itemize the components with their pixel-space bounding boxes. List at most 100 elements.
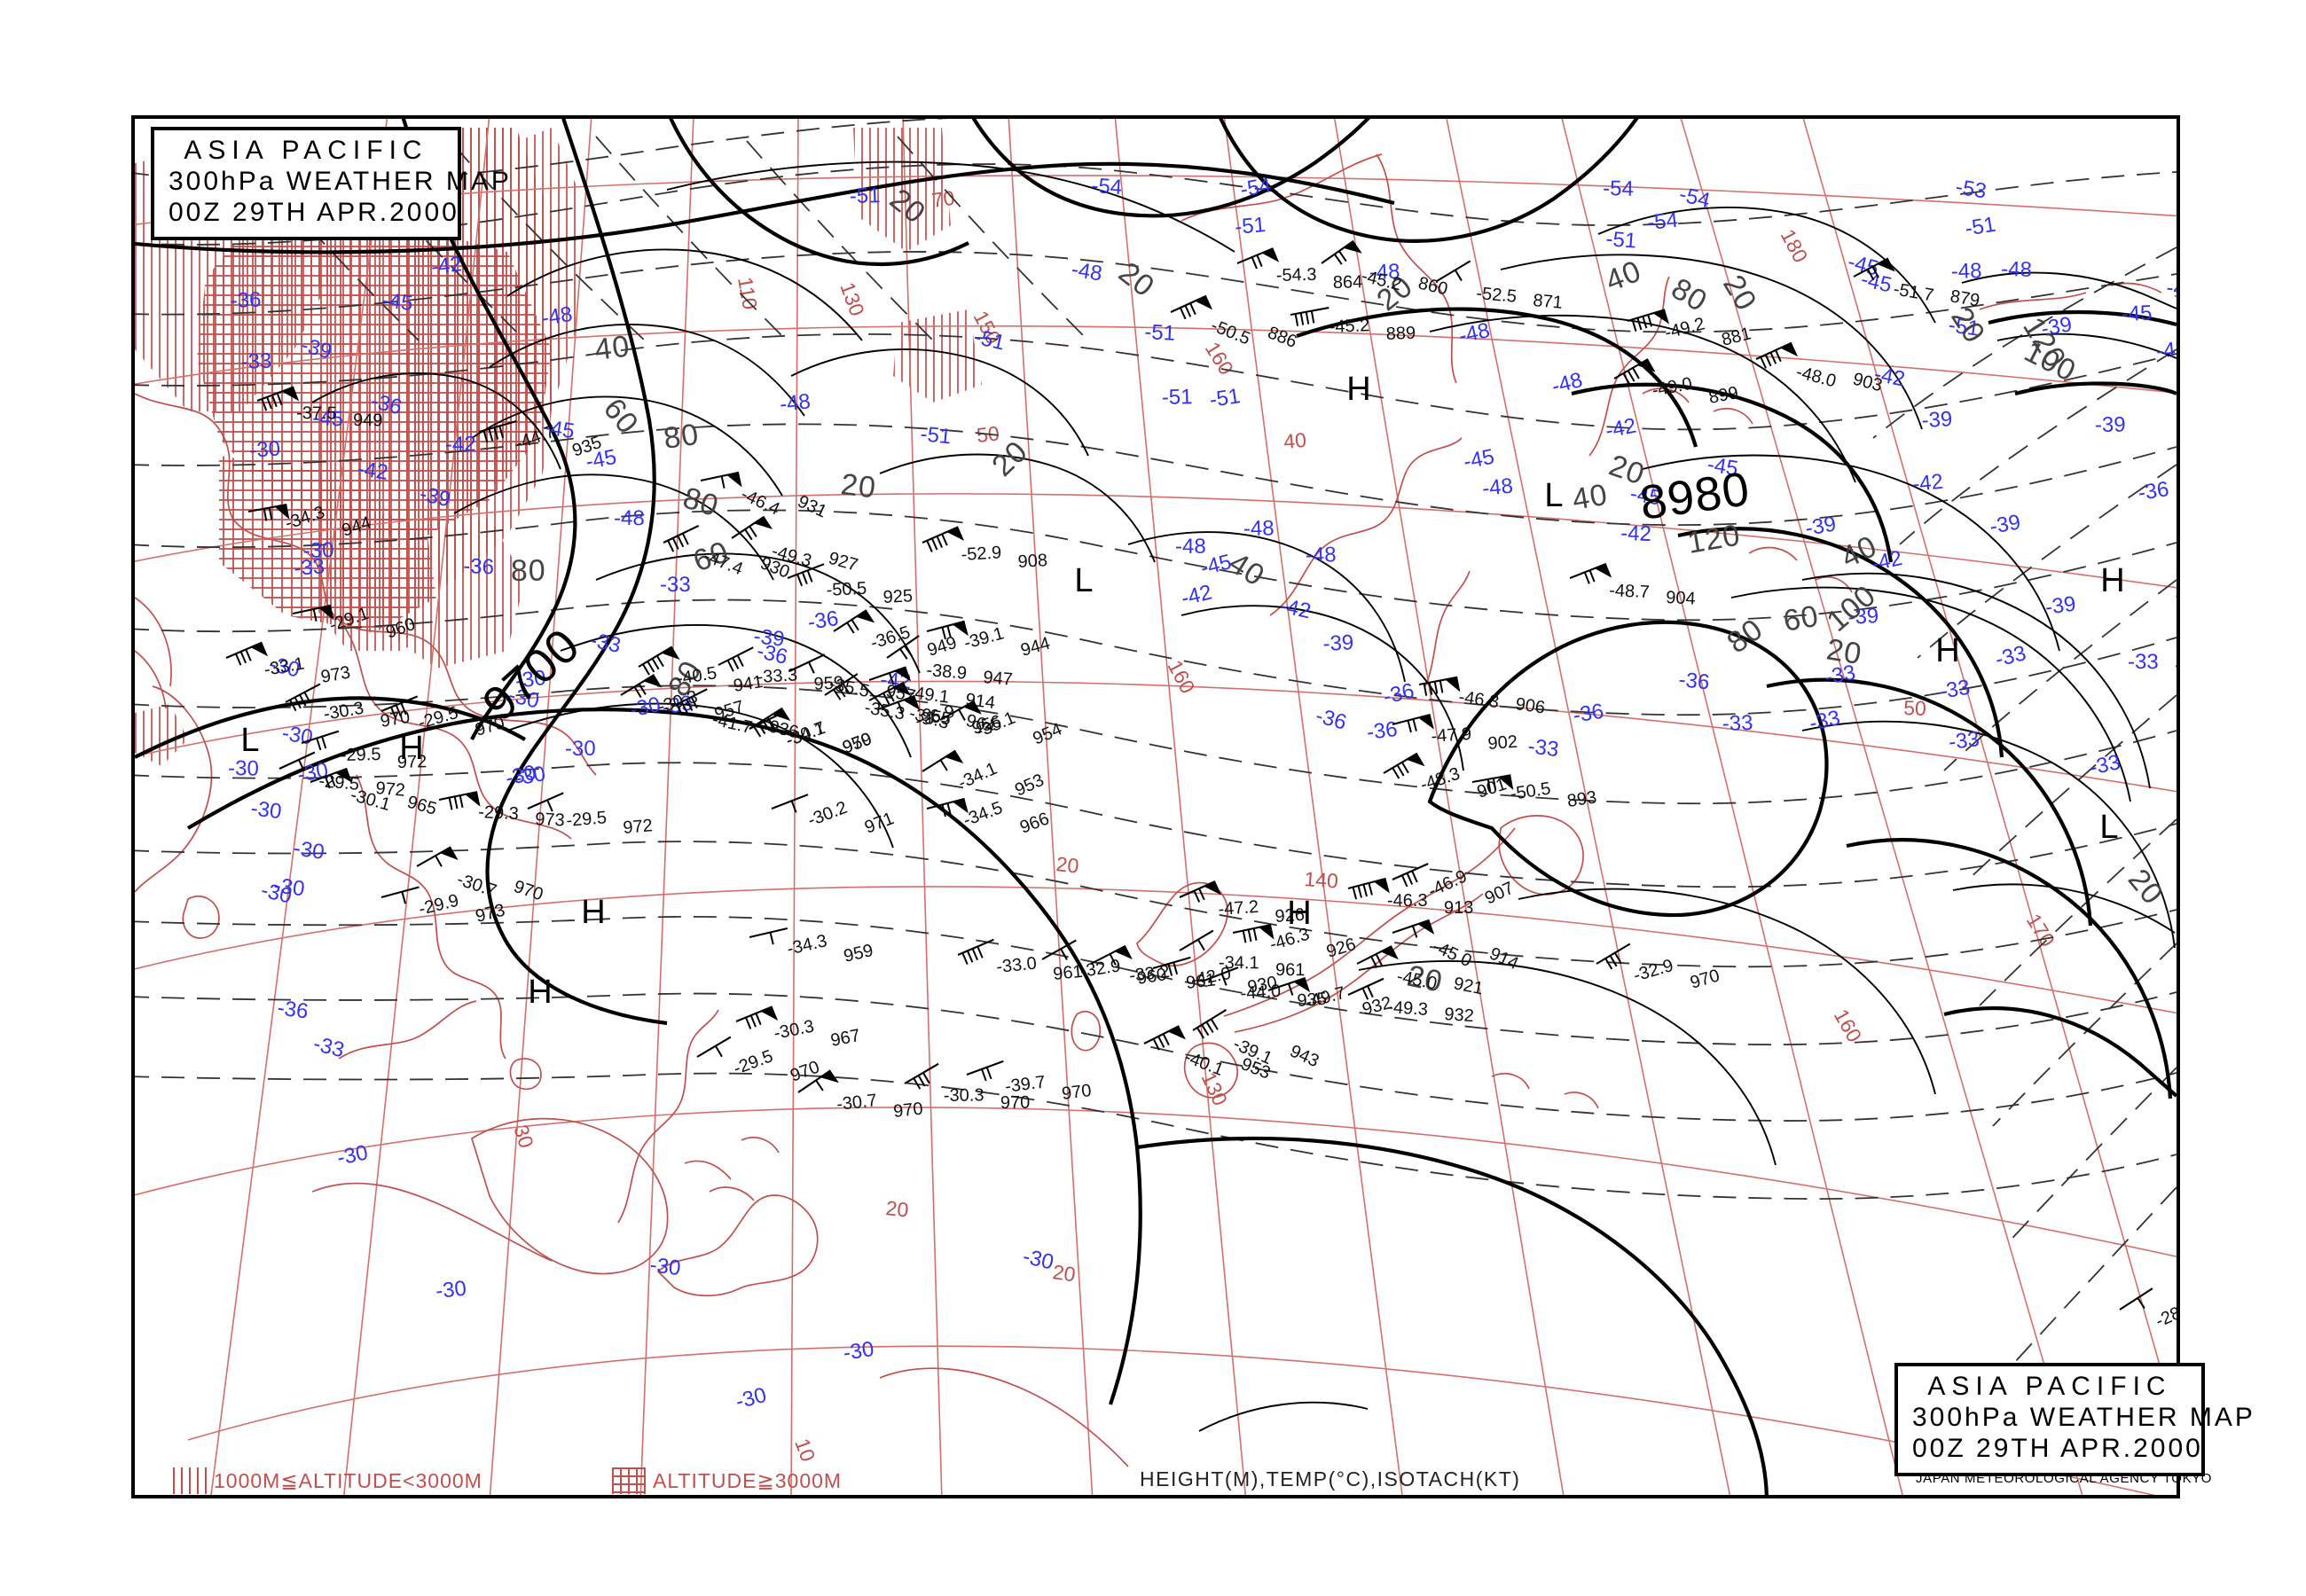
meridian-150 [1223,119,1403,1495]
isotherm-line [1979,818,2177,1006]
pressure-center-layer: HLHHLLLHHHHL [240,371,2124,1011]
isotherm-label: -39 [2095,413,2126,437]
wind-barb-feather [325,776,331,789]
station-height: 889 [1385,324,1416,344]
high-center-marker: H [1346,371,1370,408]
wind-barb-feather [946,625,952,638]
high-center-marker: H [581,894,605,931]
wind-barb-pennant [963,700,982,715]
isotherm-line [1992,943,2177,1127]
wind-barb-shaft [1471,774,1511,784]
wind-barb-feather [686,699,694,711]
wind-barb-shaft [718,646,754,666]
station-temperature: -34.1 [1219,953,1259,973]
map-frame: 70 110 130 150 160 180 50 40 180 160 140… [131,115,2180,1498]
vertical-hatch-swatch-icon [173,1467,207,1494]
wind-barb-feather [967,950,974,963]
isotherm-line [897,136,1085,337]
wind-barb-feather [1338,250,1347,262]
isotherm-label: -30 [292,836,326,864]
height-contour [401,119,577,740]
isotach-label: 40 [592,329,631,367]
wind-barb-feather [239,651,247,664]
wind-barb-pennant [753,516,773,529]
wind-barb-feather [806,569,813,583]
legend-altitude-high: ALTITUDE≧3000M [612,1467,842,1494]
wind-barb-shaft [886,635,920,659]
meridian-130 [1008,119,1094,1495]
station-plot: -29.5 972 [527,792,654,838]
wind-barb-feather [882,692,890,705]
wind-barb-shaft [1152,956,1191,970]
wind-barb-shaft [1267,977,1306,991]
isotach-line [506,702,894,849]
wind-barb-feather [1352,887,1358,900]
station-height: 960 [1135,965,1167,989]
isotherm-label: -30 [228,756,259,781]
station-temperature: -50.5 [826,579,867,600]
station-temperature: -37.5 [296,403,337,424]
isotach-label: 80 [511,554,546,588]
meridian-100 [639,119,694,1495]
wind-barb-shaft [787,563,825,579]
wind-barb-feather [1220,973,1228,986]
parallel-0 [187,1345,2156,1495]
station-plot: -49.3 932 [1347,977,1474,1026]
isotherm-line [135,119,1110,184]
station-temperature: -44.0 [1240,982,1282,1004]
graticule-label: 110 [733,275,762,311]
station-height: 906 [1514,694,1546,717]
isotherm-label: -30 [513,762,547,791]
isotherm-label: -33 [660,573,691,597]
wind-barb-feather [271,395,278,408]
wind-barb-feather [1294,313,1299,326]
wind-barb-feather [1411,925,1418,938]
wind-barb-pennant [1204,881,1222,896]
isotherm-line [135,509,2177,622]
wind-barb-feather [303,692,311,704]
wind-barb-feather [1310,310,1315,324]
wind-barb-pennant [1406,753,1425,767]
isotherm-label: -30 [842,1337,875,1365]
wind-barb-feather [846,622,855,634]
station-height: 970 [1000,1093,1031,1113]
isotherm-line [2014,1186,2177,1363]
high-center-marker: H [528,974,552,1011]
isotherm-label: -30 [248,436,281,463]
station-plot: -33.2 961 [1090,944,1217,993]
wind-barb-feather [1400,874,1408,888]
isotherm-label: -36 [2137,477,2170,505]
isotherm-line [135,992,2177,1122]
wind-barb-feather [1367,985,1374,998]
wind-barb-feather [1769,352,1777,364]
wind-barb-feather [755,1013,762,1026]
wind-barb-shaft [939,700,976,721]
wind-barb-feather [1256,254,1263,268]
isotherm-label: -39 [2043,591,2077,619]
wind-barb-pennant [953,798,969,814]
wind-barb-feather [390,707,397,719]
isotherm-label: -48 [540,302,574,331]
station-temperature: -52.5 [1476,284,1518,307]
station-plot: -54.3 864 [1236,247,1362,293]
wind-barb-feather [1492,778,1497,791]
station-temperature: -45.2 [1329,316,1369,337]
wind-barb-pennant [1259,924,1275,940]
wind-barb-feather [1407,720,1412,733]
isotherm-label: -30 [249,796,283,824]
wind-barb-feather [1198,888,1205,901]
isotherm-label: -54 [1603,176,1634,201]
wind-barb-shaft [247,503,287,513]
isotach-line [1500,254,1923,430]
isotherm-label: -39 [1921,407,1953,433]
isotach-line [506,248,863,341]
wind-barb-feather [1184,305,1192,317]
wind-barb-shaft [1627,309,1666,323]
coastline-sumatra [311,1182,553,1262]
wind-barb-pennant [945,750,964,764]
wind-barb-feather [1109,953,1117,966]
isotherm-line [135,332,2177,431]
coastline-arab [135,597,172,709]
isotherm-label: -42 [356,457,389,485]
isotherm-label: -54 [1091,174,1123,200]
